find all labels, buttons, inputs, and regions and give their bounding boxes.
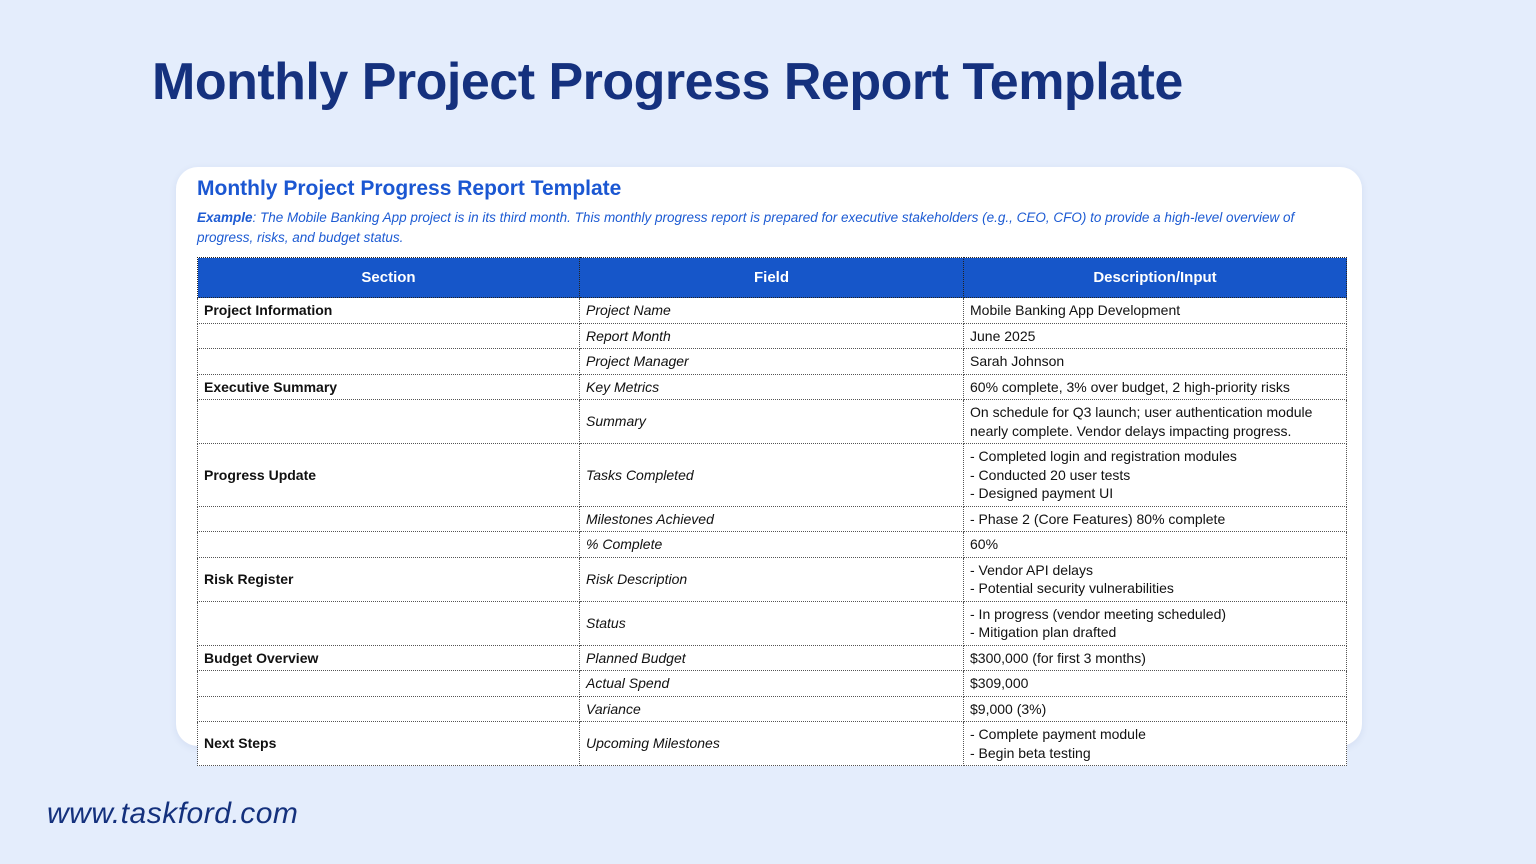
section-cell xyxy=(197,670,580,697)
table-row: Risk Register Risk Description - Vendor … xyxy=(197,556,1347,602)
section-cell xyxy=(197,531,580,558)
table-row: Budget Overview Planned Budget $300,000 … xyxy=(197,644,1347,671)
description-cell: - In progress (vendor meeting scheduled)… xyxy=(963,600,1347,646)
card-heading: Monthly Project Progress Report Template xyxy=(197,177,622,200)
field-cell: Project Name xyxy=(579,297,964,324)
description-cell: June 2025 xyxy=(963,322,1347,349)
field-cell: Upcoming Milestones xyxy=(579,721,964,766)
table-row: Milestones Achieved - Phase 2 (Core Feat… xyxy=(197,505,1347,532)
table-row: Actual Spend $309,000 xyxy=(197,670,1347,697)
section-cell xyxy=(197,399,580,444)
table-row: Summary On schedule for Q3 launch; user … xyxy=(197,399,1347,444)
section-cell xyxy=(197,322,580,349)
footer-website-url: www.taskford.com xyxy=(47,797,299,830)
section-cell xyxy=(197,695,580,722)
description-cell: - Vendor API delays - Potential security… xyxy=(963,556,1347,602)
section-cell xyxy=(197,505,580,532)
field-cell: Planned Budget xyxy=(579,644,964,671)
example-paragraph: Example: The Mobile Banking App project … xyxy=(197,208,1342,248)
description-cell: - Completed login and registration modul… xyxy=(963,443,1347,507)
field-cell: Project Manager xyxy=(579,348,964,375)
field-cell: Tasks Completed xyxy=(579,443,964,507)
section-cell xyxy=(197,348,580,375)
description-cell: 60% xyxy=(963,531,1347,558)
section-cell xyxy=(197,600,580,646)
description-cell: - Phase 2 (Core Features) 80% complete xyxy=(963,505,1347,532)
section-cell: Executive Summary xyxy=(197,373,580,400)
report-table: Section Field Description/Input Project … xyxy=(197,257,1347,766)
description-cell: - Complete payment module - Begin beta t… xyxy=(963,721,1347,766)
field-cell: Milestones Achieved xyxy=(579,505,964,532)
field-cell: Risk Description xyxy=(579,556,964,602)
table-row: Variance $9,000 (3%) xyxy=(197,695,1347,722)
header-cell-section: Section xyxy=(197,257,580,298)
description-cell: $300,000 (for first 3 months) xyxy=(963,644,1347,671)
table-row: Report Month June 2025 xyxy=(197,322,1347,349)
description-cell: Mobile Banking App Development xyxy=(963,297,1347,324)
table-row: % Complete 60% xyxy=(197,531,1347,558)
field-cell: Actual Spend xyxy=(579,670,964,697)
table-row: Status - In progress (vendor meeting sch… xyxy=(197,600,1347,646)
table-row: Progress Update Tasks Completed - Comple… xyxy=(197,443,1347,507)
section-cell: Project Information xyxy=(197,297,580,324)
description-cell: $9,000 (3%) xyxy=(963,695,1347,722)
table-row: Project Manager Sarah Johnson xyxy=(197,348,1347,375)
field-cell: % Complete xyxy=(579,531,964,558)
header-cell-description-input: Description/Input xyxy=(963,257,1347,298)
field-cell: Report Month xyxy=(579,322,964,349)
field-cell: Key Metrics xyxy=(579,373,964,400)
field-cell: Variance xyxy=(579,695,964,722)
section-cell: Budget Overview xyxy=(197,644,580,671)
section-cell: Progress Update xyxy=(197,443,580,507)
section-cell: Next Steps xyxy=(197,721,580,766)
field-cell: Status xyxy=(579,600,964,646)
description-cell: $309,000 xyxy=(963,670,1347,697)
table-row: Next Steps Upcoming Milestones - Complet… xyxy=(197,721,1347,766)
description-cell: On schedule for Q3 launch; user authenti… xyxy=(963,399,1347,444)
page-title: Monthly Project Progress Report Template xyxy=(152,53,1183,111)
example-label: Example xyxy=(197,210,253,225)
report-card: Monthly Project Progress Report Template… xyxy=(176,167,1362,766)
header-cell-field: Field xyxy=(579,257,964,298)
table-row: Project Information Project Name Mobile … xyxy=(197,297,1347,324)
report-table-body: Project Information Project Name Mobile … xyxy=(197,297,1347,766)
table-row: Executive Summary Key Metrics 60% comple… xyxy=(197,373,1347,400)
field-cell: Summary xyxy=(579,399,964,444)
section-cell: Risk Register xyxy=(197,556,580,602)
description-cell: 60% complete, 3% over budget, 2 high-pri… xyxy=(963,373,1347,400)
description-cell: Sarah Johnson xyxy=(963,348,1347,375)
table-header-row: Section Field Description/Input xyxy=(197,257,1347,298)
example-text: : The Mobile Banking App project is in i… xyxy=(197,210,1295,245)
